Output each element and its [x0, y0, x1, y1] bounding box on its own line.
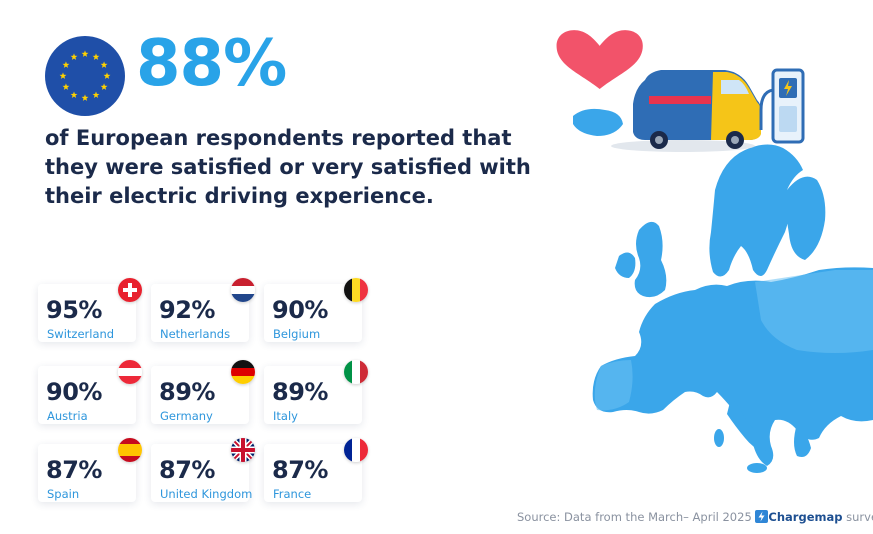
eu-star-icon — [81, 50, 89, 57]
country-percentage: 90% — [46, 378, 102, 406]
eu-star-icon — [70, 91, 78, 98]
eu-star-icon — [103, 72, 111, 79]
country-percentage: 87% — [159, 456, 215, 484]
eu-star-icon — [62, 83, 70, 90]
country-percentage: 89% — [272, 378, 328, 406]
country-percentage: 90% — [272, 296, 328, 324]
netherlands-flag-icon — [231, 278, 255, 302]
country-name: United Kingdom — [160, 487, 253, 501]
country-card-united-kingdom: 87% United Kingdom — [151, 438, 255, 502]
country-name: Italy — [273, 409, 298, 423]
country-name: Austria — [47, 409, 88, 423]
eu-star-icon — [92, 53, 100, 60]
country-name: Netherlands — [160, 327, 231, 341]
country-card-belgium: 90% Belgium — [264, 278, 368, 342]
eu-star-icon — [100, 83, 108, 90]
country-name: Belgium — [273, 327, 321, 341]
source-suffix: survey — [846, 510, 873, 524]
eu-star-icon — [62, 61, 70, 68]
eu-star-icon — [81, 94, 89, 101]
country-name: Switzerland — [47, 327, 115, 341]
belgium-flag-icon — [344, 278, 368, 302]
headline-description: of European respondents reported that th… — [45, 126, 531, 208]
france-flag-icon — [344, 438, 368, 462]
austria-flag-icon — [118, 360, 142, 384]
chargemap-logo-icon — [755, 510, 769, 526]
country-card-switzerland: 95% Switzerland — [38, 278, 142, 342]
country-percentage: 87% — [272, 456, 328, 484]
car-icon — [611, 70, 762, 152]
country-percentage: 87% — [46, 456, 102, 484]
switzerland-flag-icon — [118, 278, 142, 302]
country-card-austria: 90% Austria — [38, 360, 142, 424]
source-note: Source: Data from the March– April 2025 … — [517, 510, 873, 526]
spain-flag-icon — [118, 438, 142, 462]
europe-map-illustration — [535, 20, 873, 494]
germany-flag-icon — [231, 360, 255, 384]
eu-flag-icon — [45, 36, 125, 120]
country-name: Spain — [47, 487, 80, 501]
eu-star-icon — [70, 53, 78, 60]
country-card-spain: 87% Spain — [38, 438, 142, 502]
country-percentage: 89% — [159, 378, 215, 406]
source-brand: Chargemap — [768, 510, 843, 524]
country-percentage: 92% — [159, 296, 215, 324]
country-name: Germany — [160, 409, 213, 423]
headline-percentage: 88% — [136, 27, 287, 101]
charging-station-icon — [759, 68, 805, 144]
italy-flag-icon — [344, 360, 368, 384]
eu-star-icon — [59, 72, 67, 79]
eu-star-icon — [92, 91, 100, 98]
country-card-france: 87% France — [264, 438, 368, 502]
heart-icon — [556, 30, 643, 89]
country-percentage: 95% — [46, 296, 102, 324]
country-card-netherlands: 92% Netherlands — [151, 278, 255, 342]
country-name: France — [273, 487, 312, 501]
source-prefix: Source: Data from the March– April 2025 — [517, 510, 752, 524]
country-card-germany: 89% Germany — [151, 360, 255, 424]
uk-flag-icon — [231, 438, 255, 462]
eu-star-icon — [100, 61, 108, 68]
country-card-italy: 89% Italy — [264, 360, 368, 424]
